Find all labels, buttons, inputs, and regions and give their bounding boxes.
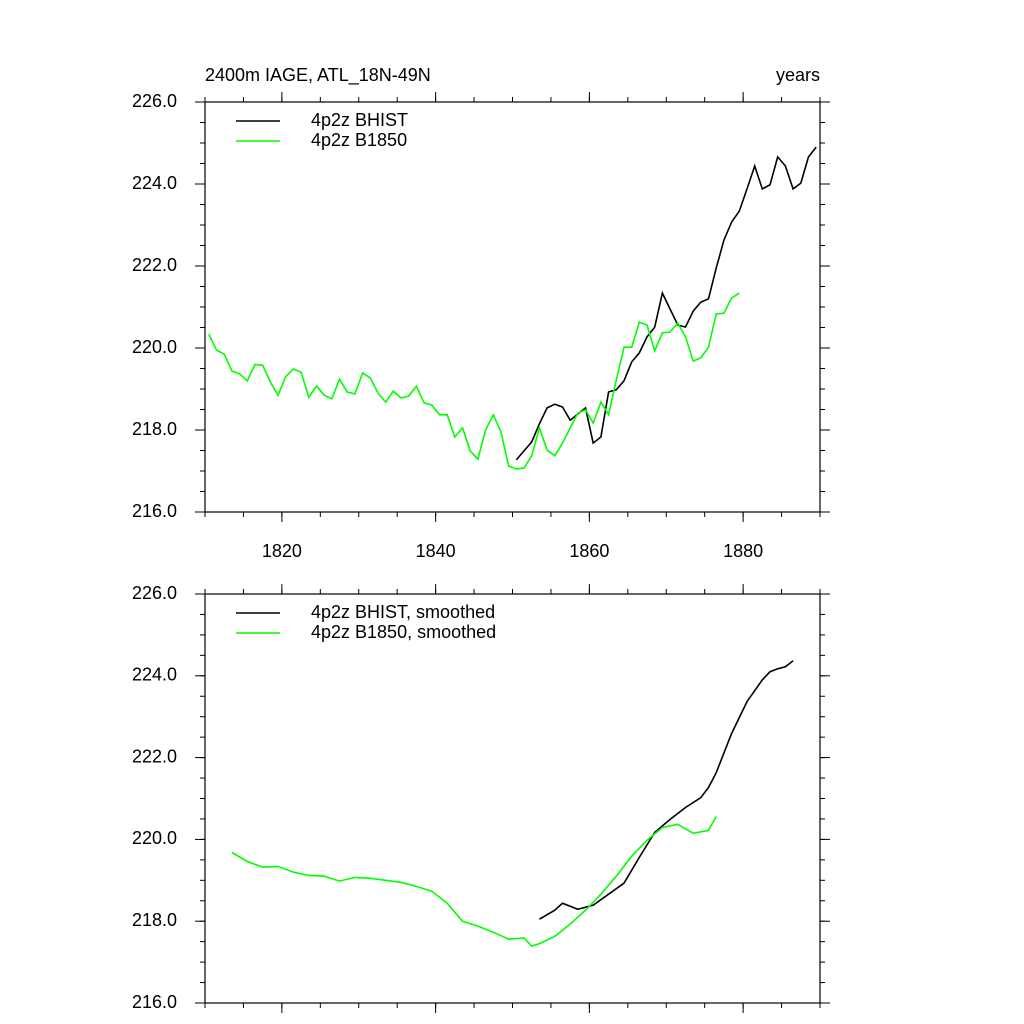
y-tick-label: 222.0: [132, 746, 177, 766]
y-tick-label: 218.0: [132, 419, 177, 439]
y-tick-label: 226.0: [132, 583, 177, 603]
x-tick-label: 1840: [416, 541, 456, 561]
legend-label: 4p2z BHIST: [311, 110, 408, 130]
plot-frame: [204, 593, 821, 1004]
legend-label: 4p2z B1850: [311, 130, 407, 150]
data-line: [231, 816, 717, 948]
y-tick-label: 224.0: [132, 173, 177, 193]
legend-label: 4p2z BHIST, smoothed: [311, 602, 495, 622]
y-tick-label: 216.0: [132, 992, 177, 1012]
y-tick-label: 222.0: [132, 255, 177, 275]
data-line: [208, 292, 740, 470]
x-tick-label: 1860: [569, 541, 609, 561]
x-tick-label: 1820: [262, 541, 302, 561]
y-tick-label: 220.0: [132, 337, 177, 357]
y-tick-label: 218.0: [132, 910, 177, 930]
data-line: [515, 146, 817, 461]
data-line: [538, 660, 794, 920]
y-tick-label: 224.0: [132, 665, 177, 685]
right-title: years: [776, 65, 820, 85]
y-tick-label: 216.0: [132, 501, 177, 521]
legend-label: 4p2z B1850, smoothed: [311, 622, 496, 642]
chart-title: 2400m IAGE, ATL_18N-49N: [205, 65, 431, 86]
y-tick-label: 220.0: [132, 828, 177, 848]
x-tick-label: 1880: [723, 541, 763, 561]
y-tick-label: 226.0: [132, 91, 177, 111]
